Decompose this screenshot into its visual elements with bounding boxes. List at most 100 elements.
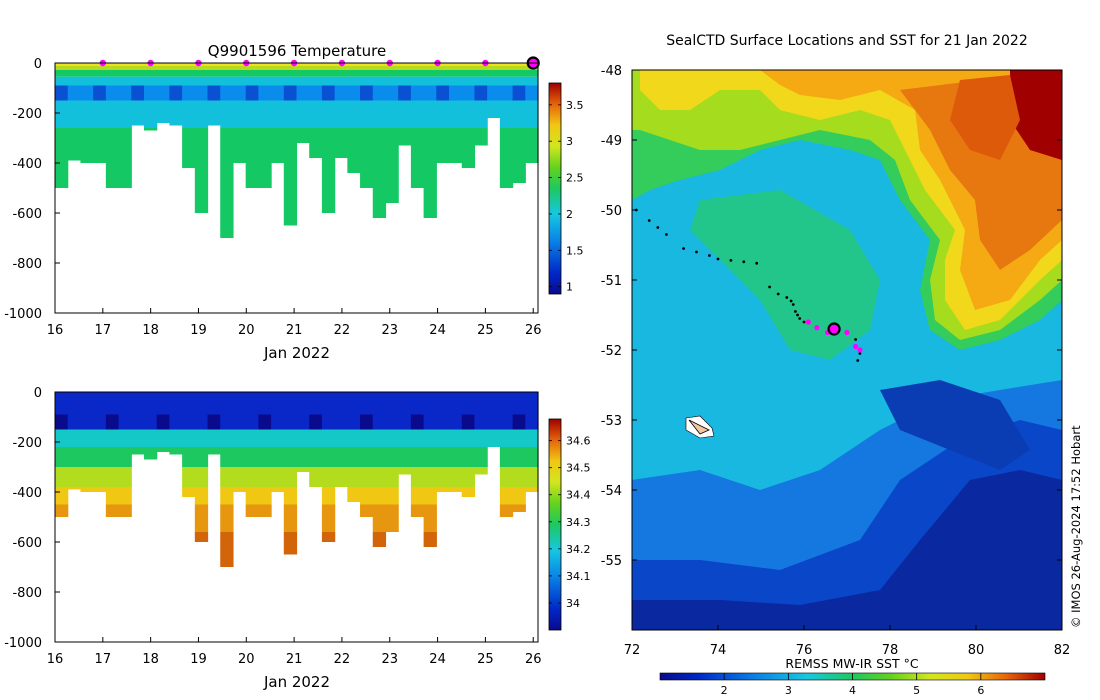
profile-cell [258,76,272,86]
profile-cell [182,63,196,66]
profile-cell [55,392,69,415]
profile-cell [499,392,514,415]
profile-cell [194,504,209,532]
profile-cell [283,63,298,66]
profile-cell [436,447,450,467]
profile-cell [487,63,501,66]
profile-cell [105,66,120,70]
profile-cell [131,66,145,70]
credit-text: © IMOS 26-Aug-2024 17:52 Hobart [1069,425,1083,628]
profile-cell [93,66,107,70]
profile-cell [385,70,399,77]
profile-cell [296,447,310,467]
map-y-tick-label: -52 [601,344,622,359]
profile-cell [118,429,132,447]
profile-cell [156,447,170,452]
profile-cell [410,392,425,415]
profile-cell [105,447,120,467]
profile-cell [182,76,196,86]
profile-cell [194,392,209,415]
profile-cell [423,392,437,415]
profile-cell [169,100,183,126]
profile-cell [143,429,158,447]
profile-cell [143,85,158,101]
profile-cell [372,392,387,415]
profile-cell [372,504,387,532]
profile-cell [207,85,221,101]
profile-cell [525,392,539,415]
profile-cell [372,63,387,66]
profile-cell [398,85,412,101]
profile-cell [385,414,399,430]
profile-cell [385,85,399,101]
profile-cell [474,100,488,128]
profile-cell [398,70,412,77]
profile-cell [449,414,463,430]
profile-cell [372,429,387,447]
profile-cell [347,467,361,487]
profile-cell [296,63,310,66]
profile-cell [67,85,82,101]
profile-cell [118,85,132,101]
profile-cell [449,487,463,492]
profile-cell [309,76,323,86]
y-tick-label: -200 [12,436,42,451]
profile-cell [271,414,285,430]
profile-cell [67,63,82,66]
profile-cell [118,467,132,487]
profile-cell [436,487,450,492]
profile-cell [232,467,247,487]
profile-cell [385,467,399,487]
profile-cell [461,392,476,415]
profile-cell [321,414,336,430]
x-tick-label: 24 [429,652,446,667]
profile-cell [118,100,132,128]
profile-cell [67,487,82,490]
profile-cell [93,70,107,77]
profile-cell [474,392,488,415]
profile-cell [80,85,94,101]
profile-cell [156,85,170,101]
profile-cell [118,447,132,467]
profile-cell [512,128,526,183]
profile-cell [55,85,69,101]
profile-cell [474,447,488,467]
profile-cell [232,429,247,447]
track-point [656,226,660,229]
profile-cell [245,66,259,70]
profile-cell [220,100,234,128]
map-title: SealCTD Surface Locations and SST for 21… [666,33,1027,49]
profile-cell [347,63,361,66]
profile-cell [372,487,387,505]
profile-cell [169,85,183,101]
profile-cell [207,76,221,86]
colorbar-tick-label: 34.1 [566,570,591,583]
profile-cell [347,85,361,101]
profile-cell [93,85,107,101]
profile-cell [410,429,425,447]
profile-cell [207,100,221,126]
profile-cell [321,447,336,467]
profile-cell [461,76,476,86]
profile-cell [474,467,488,475]
profile-cell [258,66,272,70]
profile-cell [423,70,437,77]
profile-cell [398,392,412,415]
profile-cell [296,100,310,128]
profile-cell [334,467,348,487]
profile-cell [499,66,514,70]
profile-cell [143,392,158,415]
profile-cell [360,504,374,517]
colorbar-tick-label: 2.5 [566,172,584,185]
profile-cell [182,487,196,497]
profile-cell [372,70,387,77]
profile-cell [55,414,69,430]
profile-cell [423,63,437,66]
profile-cell [131,447,145,455]
track-point [796,313,799,317]
profile-cell [131,429,145,447]
profile-cell [93,467,107,487]
profile-cell [449,66,463,70]
profile-cell [156,76,170,86]
profile-cell [194,128,209,213]
